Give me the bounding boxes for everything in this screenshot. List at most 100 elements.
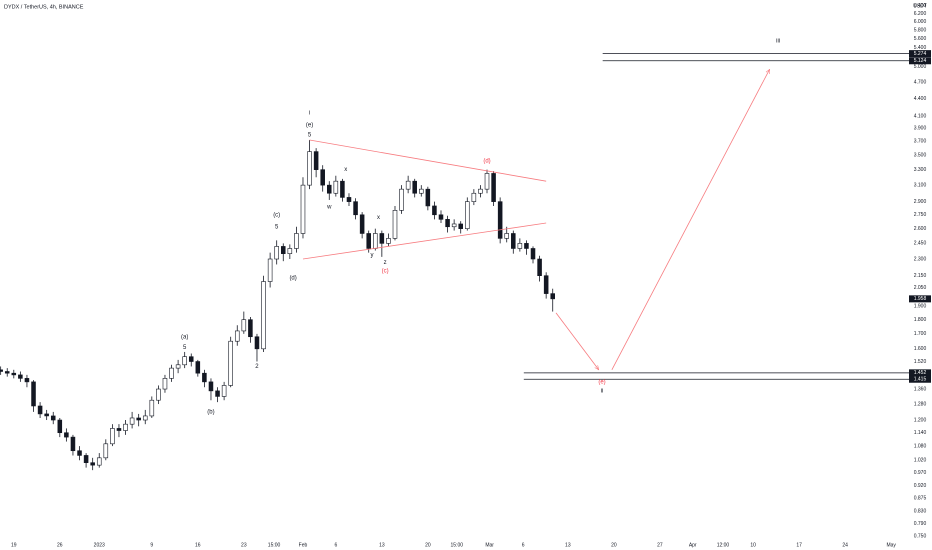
y-tick-label: 2.900	[914, 199, 927, 205]
x-tick-label: 27	[657, 542, 663, 548]
trend-line	[555, 312, 599, 370]
candle-body	[484, 173, 490, 190]
candle-body	[169, 367, 174, 379]
candle-body	[458, 223, 463, 229]
candle-body	[359, 214, 365, 234]
y-tick-label: 2.750	[914, 212, 927, 218]
candle-body	[346, 197, 352, 202]
x-tick-label: 16	[195, 542, 201, 548]
x-tick-label: 13	[379, 542, 385, 548]
candle-body	[90, 462, 95, 466]
y-tick-label: 5.000	[914, 64, 927, 70]
candle-body	[248, 319, 253, 338]
wave-label: iii	[776, 39, 780, 45]
x-tick-label: 15:00	[268, 542, 281, 548]
candle-body	[142, 415, 148, 421]
y-tick-label: 1.080	[914, 443, 927, 449]
y-tick-label: 0.970	[914, 470, 927, 476]
candle-body	[202, 372, 207, 383]
x-tick-label: 20	[611, 542, 617, 548]
candle-body	[116, 428, 122, 431]
y-tick-label: 3.100	[914, 182, 927, 188]
candle-body	[149, 399, 155, 417]
y-tick-label: 3.700	[914, 139, 927, 145]
candle-body	[44, 413, 49, 417]
candle-body	[497, 201, 503, 239]
candle-body	[386, 238, 391, 244]
y-tick-label: 4.700	[914, 79, 927, 85]
candle-body	[373, 233, 378, 249]
candle-body	[228, 340, 233, 386]
price-label-box	[909, 369, 931, 377]
x-tick-label: Feb	[299, 542, 308, 548]
x-tick-label: 24	[842, 542, 848, 548]
last-price-label: 1.958	[914, 296, 927, 302]
candle-body	[392, 210, 398, 239]
candle-body	[188, 356, 194, 362]
x-tick-label: 26	[57, 542, 63, 548]
x-tick-label: 9	[150, 542, 153, 548]
wave-label: z	[384, 260, 387, 266]
candle-body	[129, 417, 135, 425]
candle-body	[366, 233, 371, 249]
y-tick-label: 6.400	[914, 3, 927, 9]
candle-body	[517, 243, 523, 249]
candle-body	[537, 258, 542, 277]
y-tick-label: 6.000	[914, 19, 927, 25]
candle-body	[438, 214, 444, 220]
x-tick-label: 6	[522, 542, 525, 548]
wave-label: (e)	[598, 379, 605, 385]
y-tick-label: 6.200	[914, 11, 927, 17]
x-tick-label: 19	[11, 542, 17, 548]
candle-body	[530, 248, 536, 260]
wave-label: (a)	[181, 334, 188, 340]
candle-body	[313, 151, 319, 170]
wave-label: w	[326, 204, 332, 210]
candle-body	[0, 369, 3, 372]
candle-body	[156, 388, 161, 401]
candle-body	[287, 248, 293, 254]
candle-body	[379, 233, 385, 244]
y-tick-label: 2.450	[914, 241, 927, 247]
candle-body	[478, 188, 483, 194]
trend-line	[309, 139, 547, 182]
candle-body	[504, 233, 509, 239]
y-tick-label: 0.875	[914, 496, 927, 502]
x-tick-label: 13	[565, 542, 571, 548]
y-tick-label: 3.300	[914, 167, 927, 173]
candle-body	[175, 364, 181, 369]
x-tick-label: 20	[425, 542, 431, 548]
y-tick-label: 2.600	[914, 226, 927, 232]
candle-body	[103, 443, 109, 459]
y-tick-label: 3.900	[914, 126, 927, 132]
x-tick-label: 17	[796, 542, 802, 548]
candle-body	[419, 188, 424, 194]
candle-body	[425, 188, 431, 207]
candle-body	[491, 173, 496, 202]
wave-label: (e)	[306, 123, 313, 129]
wave-label: i	[309, 111, 310, 117]
y-tick-label: 1.200	[914, 417, 927, 423]
candle-body	[405, 180, 411, 190]
candle-body	[340, 180, 345, 198]
y-tick-label: 1.600	[914, 346, 927, 352]
y-tick-label: 1.020	[914, 458, 927, 464]
candle-body	[215, 390, 220, 397]
candle-body	[208, 381, 214, 392]
candle-body	[64, 432, 69, 438]
candle-body	[326, 184, 332, 194]
candle-body	[267, 258, 273, 282]
candle-body	[96, 457, 102, 466]
wave-label: 5	[275, 224, 279, 230]
candle-body	[24, 378, 30, 383]
y-tick-label: 0.920	[914, 483, 927, 489]
y-tick-label: 2.150	[914, 273, 927, 279]
candle-body	[412, 180, 417, 194]
y-tick-label: 1.280	[914, 401, 927, 407]
price-label-box	[909, 57, 931, 65]
x-tick-label: 12:00	[717, 542, 730, 548]
candle-body	[280, 246, 286, 254]
candle-body	[83, 455, 89, 463]
y-tick-label: 4.100	[914, 113, 927, 119]
last-price-box	[909, 295, 931, 303]
